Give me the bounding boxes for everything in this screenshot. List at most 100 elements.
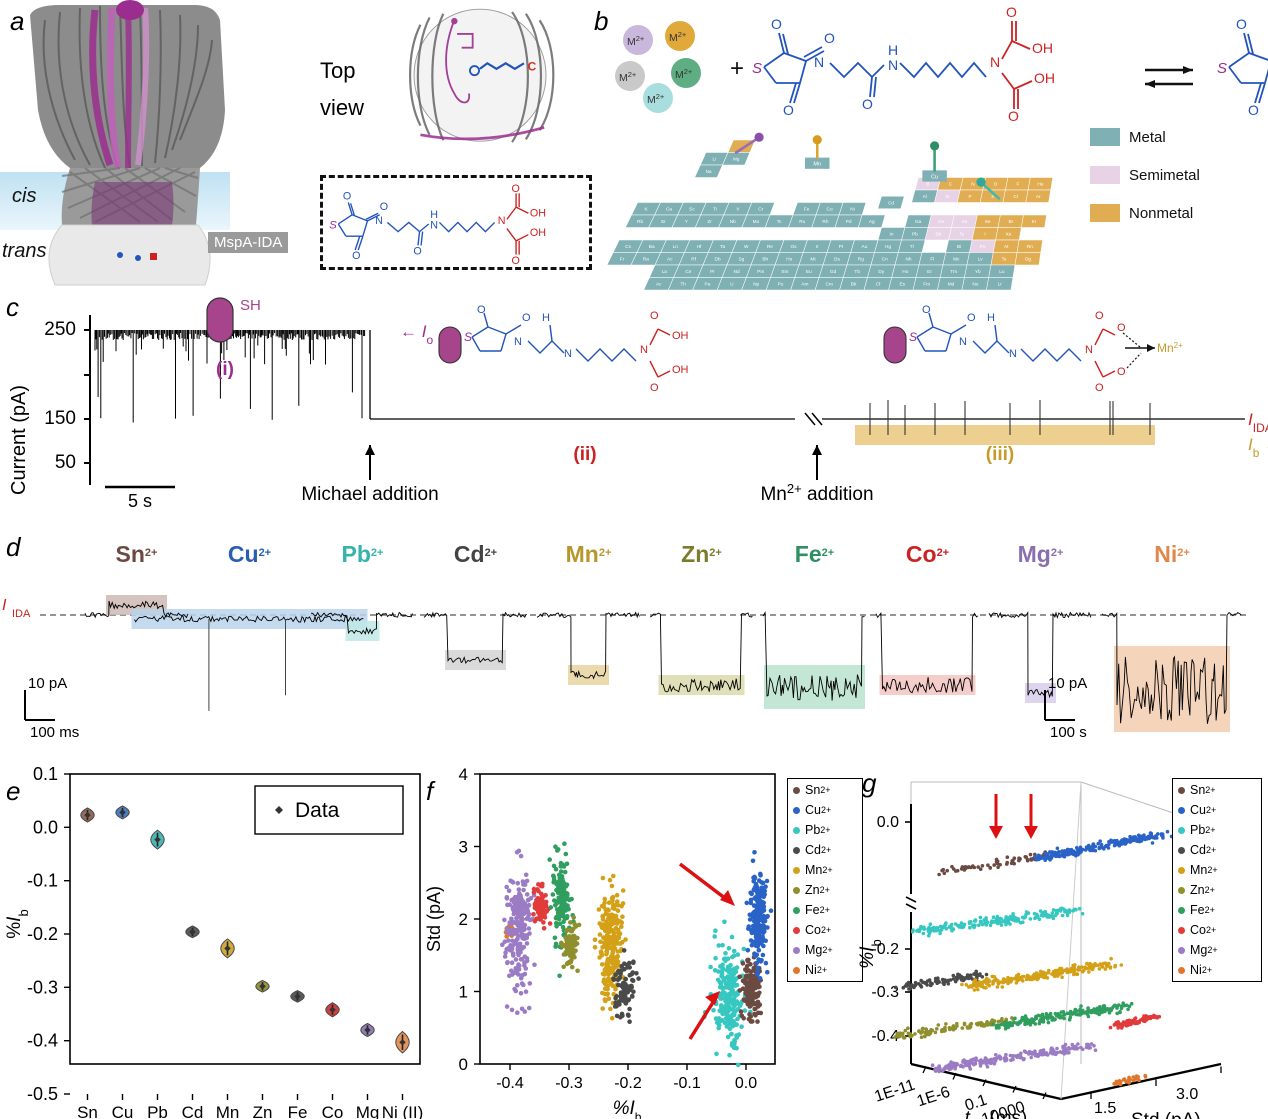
svg-text:Ln: Ln: [673, 244, 679, 250]
svg-text:O: O: [994, 182, 998, 188]
svg-text:P: P: [969, 194, 972, 200]
svg-text:OH: OH: [1034, 70, 1055, 86]
svg-text:-0.2: -0.2: [614, 1075, 642, 1092]
svg-text:Ar: Ar: [1036, 194, 1041, 200]
svg-text:Li: Li: [712, 157, 715, 162]
svg-text:Ac: Ac: [667, 257, 673, 263]
svg-text:Ta: Ta: [720, 244, 725, 250]
svg-text:S: S: [752, 60, 762, 77]
svg-text:Rf: Rf: [691, 257, 696, 263]
svg-text:Pd: Pd: [846, 219, 852, 225]
svg-text:Sn: Sn: [77, 1103, 98, 1119]
svg-text:Rn: Rn: [1027, 244, 1033, 250]
svg-text:O: O: [862, 96, 873, 112]
svg-text:Nb: Nb: [730, 219, 736, 225]
svg-text:0.0: 0.0: [33, 817, 58, 837]
svg-text:Tb: Tb: [854, 269, 860, 275]
svg-text:OH: OH: [530, 207, 546, 219]
svg-text:Sm: Sm: [781, 269, 788, 275]
svg-text:Np: Np: [753, 282, 759, 288]
svg-text:Ca: Ca: [666, 207, 672, 213]
svg-text:Ni (II): Ni (II): [382, 1103, 424, 1119]
svg-text:trans: trans: [2, 240, 46, 262]
svg-text:Zn2+: Zn2+: [681, 541, 722, 567]
svg-text:Lu: Lu: [999, 269, 1005, 275]
svg-text:S: S: [1217, 60, 1227, 77]
svg-text:SH: SH: [240, 297, 261, 314]
svg-text:Kr: Kr: [1032, 219, 1037, 225]
svg-text:10 pA: 10 pA: [1048, 675, 1087, 692]
svg-text:0.0: 0.0: [735, 1075, 757, 1092]
svg-text:OH: OH: [672, 364, 689, 376]
svg-text:Ds: Ds: [834, 257, 840, 263]
svg-text:Cm: Cm: [826, 282, 833, 288]
svg-text:O: O: [343, 190, 351, 202]
svg-text:O: O: [967, 312, 976, 324]
svg-text:No: No: [972, 282, 978, 288]
svg-text:Ga: Ga: [915, 219, 922, 225]
svg-text:Std (pA): Std (pA): [424, 886, 444, 952]
svg-text:-0.2: -0.2: [27, 924, 58, 944]
svg-text:Rb: Rb: [637, 219, 643, 225]
svg-text:Mn: Mn: [813, 162, 821, 168]
svg-text:Si: Si: [945, 194, 949, 200]
svg-text:%Ib: %Ib: [613, 1098, 642, 1119]
svg-text:O: O: [771, 16, 782, 32]
svg-text:Fe2+: Fe2+: [795, 541, 834, 567]
svg-text:Sc: Sc: [689, 207, 695, 213]
svg-text:Pu: Pu: [778, 282, 784, 288]
svg-text:S: S: [329, 220, 337, 232]
svg-text:Am: Am: [801, 282, 808, 288]
svg-text:Hs: Hs: [786, 257, 792, 263]
svg-text:C: C: [949, 182, 953, 188]
svg-text:-0.3: -0.3: [27, 977, 58, 997]
svg-text:N: N: [1009, 348, 1017, 360]
svg-text:F: F: [1017, 182, 1020, 188]
svg-text:O: O: [477, 304, 486, 316]
svg-text:Nd: Nd: [734, 269, 740, 275]
svg-text:Mo: Mo: [753, 219, 760, 225]
svg-text:O: O: [1095, 382, 1104, 394]
svg-text:OH: OH: [530, 227, 546, 239]
svg-text:Au: Au: [862, 244, 868, 250]
svg-text:Co: Co: [322, 1103, 344, 1119]
svg-text:Co2+: Co2+: [906, 541, 949, 567]
svg-text:Ce: Ce: [685, 269, 691, 275]
svg-text:N: N: [814, 54, 824, 70]
svg-text:4: 4: [459, 765, 468, 784]
svg-text:Es: Es: [900, 282, 906, 288]
svg-text:Pb2+: Pb2+: [342, 541, 384, 567]
svg-text:Mn2+: Mn2+: [566, 541, 612, 567]
svg-text:Hg: Hg: [885, 244, 891, 250]
svg-text:I: I: [984, 232, 985, 238]
svg-text:O: O: [1236, 16, 1247, 32]
svg-text:(ii): (ii): [573, 444, 596, 465]
svg-text:Ni2+: Ni2+: [1154, 541, 1190, 567]
svg-text:H: H: [542, 312, 550, 324]
svg-text:S: S: [909, 330, 917, 344]
svg-text:Po: Po: [980, 244, 986, 250]
svg-text:B: B: [926, 182, 929, 188]
svg-text:Tl: Tl: [910, 244, 914, 250]
svg-text:Fm: Fm: [923, 282, 930, 288]
svg-text:Fe: Fe: [804, 207, 810, 213]
svg-text:150: 150: [44, 408, 76, 429]
svg-text:I: I: [2, 597, 7, 614]
svg-text:N: N: [564, 348, 572, 360]
svg-text:Pa: Pa: [705, 282, 711, 288]
svg-text:Lr: Lr: [998, 282, 1003, 288]
svg-text:N: N: [1085, 344, 1093, 356]
svg-text:Ni: Ni: [850, 207, 854, 213]
svg-text:N: N: [514, 336, 522, 348]
svg-text:W: W: [744, 244, 749, 250]
svg-text:S: S: [464, 330, 472, 344]
svg-text:Co: Co: [827, 207, 833, 213]
svg-text:Se: Se: [985, 219, 991, 225]
svg-text:O: O: [511, 255, 519, 267]
svg-text:2: 2: [459, 910, 468, 929]
svg-text:Rg: Rg: [858, 257, 864, 263]
svg-text:Ge: Ge: [938, 219, 945, 225]
svg-text:O: O: [1248, 102, 1259, 118]
svg-text:Data: Data: [295, 799, 340, 822]
svg-text:Michael addition: Michael addition: [301, 484, 438, 505]
